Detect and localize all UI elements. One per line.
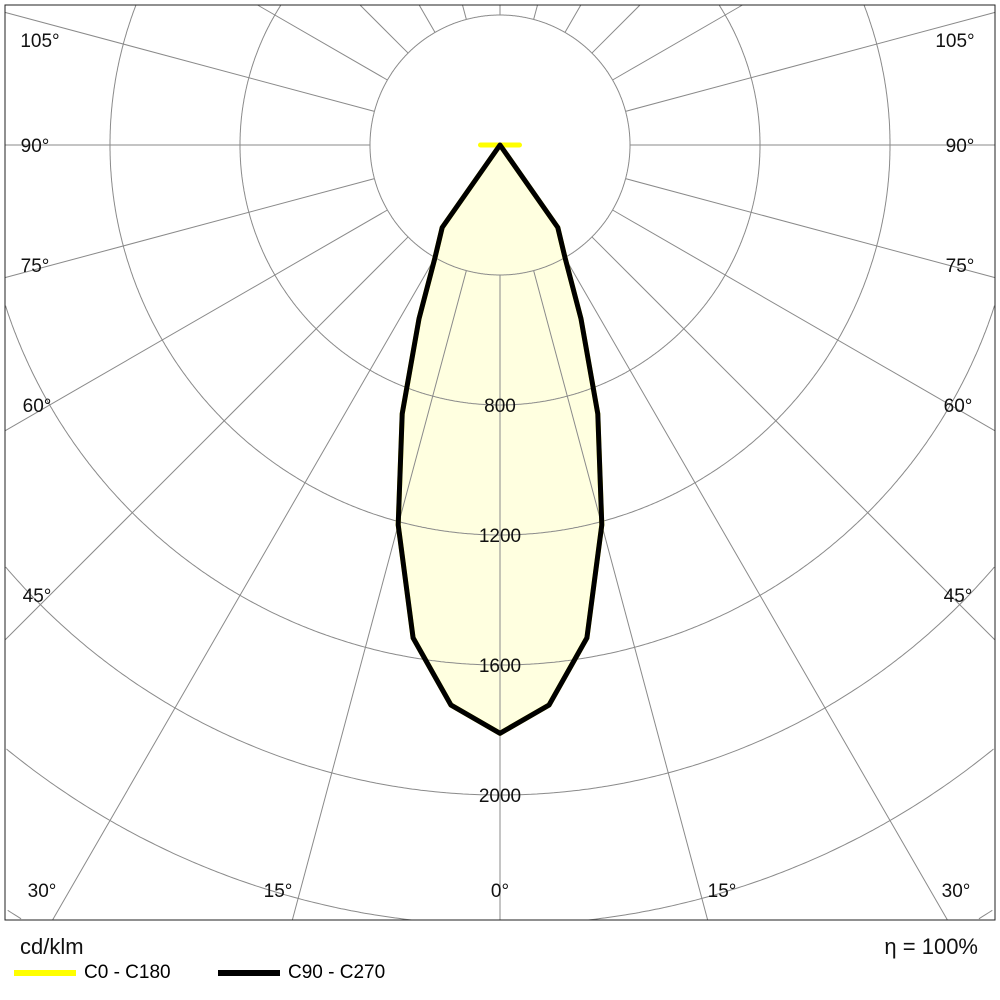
- legend-swatch-yellow: [14, 970, 76, 976]
- grid-radial-45: [591, 236, 996, 641]
- grid-radial-30: [52, 257, 436, 921]
- legend-label: C0 - C180: [84, 962, 171, 983]
- grid-radial-150: [564, 4, 582, 33]
- grid-radial-165: [462, 4, 467, 20]
- angle-label-left: 90°: [21, 136, 50, 157]
- grid-radial-135: [591, 4, 641, 54]
- unit-label: cd/klm: [20, 934, 84, 959]
- plot-frame: [4, 4, 996, 921]
- radial-tick-label: 2000: [479, 786, 521, 807]
- grid-radial-105: [625, 11, 996, 112]
- grid-radial-60: [4, 209, 388, 432]
- efficiency-label: η = 100%: [884, 934, 978, 959]
- angle-label-right: 105°: [935, 31, 974, 52]
- angle-label-right: 15°: [708, 881, 737, 902]
- legend-item-c90-c270: C90 - C270: [218, 962, 385, 984]
- grid-radial-120: [612, 4, 743, 81]
- grid-ring-1200: [109, 5, 891, 536]
- angle-label-left: 105°: [20, 31, 59, 52]
- grid-radial-105: [4, 11, 375, 112]
- grid-radial-60: [612, 209, 996, 432]
- angle-label-right: 75°: [946, 256, 975, 277]
- grid-ring-2800: [7, 909, 993, 920]
- grid-radial-45: [4, 236, 409, 641]
- grid-radial-165: [533, 4, 538, 20]
- angle-label-bottom: 0°: [491, 881, 509, 902]
- curve-c90-c270: [395, 142, 605, 736]
- angle-label-left: 45°: [23, 586, 52, 607]
- legend-label: C90 - C270: [288, 962, 386, 983]
- angle-label-right: 60°: [944, 396, 973, 417]
- grid-radial-15: [291, 270, 467, 921]
- angle-label-right: 30°: [942, 881, 971, 902]
- grid-radial-135: [359, 4, 409, 54]
- grid-radial-15: [533, 270, 709, 921]
- legend-item-c0-c180: C0 - C180: [14, 962, 171, 984]
- angle-label-left: 30°: [28, 881, 57, 902]
- angle-label-left: 75°: [21, 256, 50, 277]
- grid-radial-120: [257, 4, 388, 81]
- radial-tick-label: 800: [484, 396, 516, 417]
- radial-tick-label: 1600: [479, 656, 521, 677]
- radial-tick-label: 1200: [479, 526, 521, 547]
- legend-swatch-black: [218, 970, 280, 976]
- angle-label-left: 60°: [23, 396, 52, 417]
- angle-label-right: 90°: [946, 136, 975, 157]
- grid-radial-75: [625, 178, 996, 279]
- grid-radial-150: [418, 4, 436, 33]
- grid-radial-75: [4, 178, 375, 279]
- plot-area: [4, 4, 996, 921]
- angle-label-right: 45°: [944, 586, 973, 607]
- grid-ring-2400: [6, 748, 994, 921]
- grid-ring-800: [239, 5, 761, 406]
- angle-label-left: 15°: [264, 881, 293, 902]
- grid-radial-30: [564, 257, 948, 921]
